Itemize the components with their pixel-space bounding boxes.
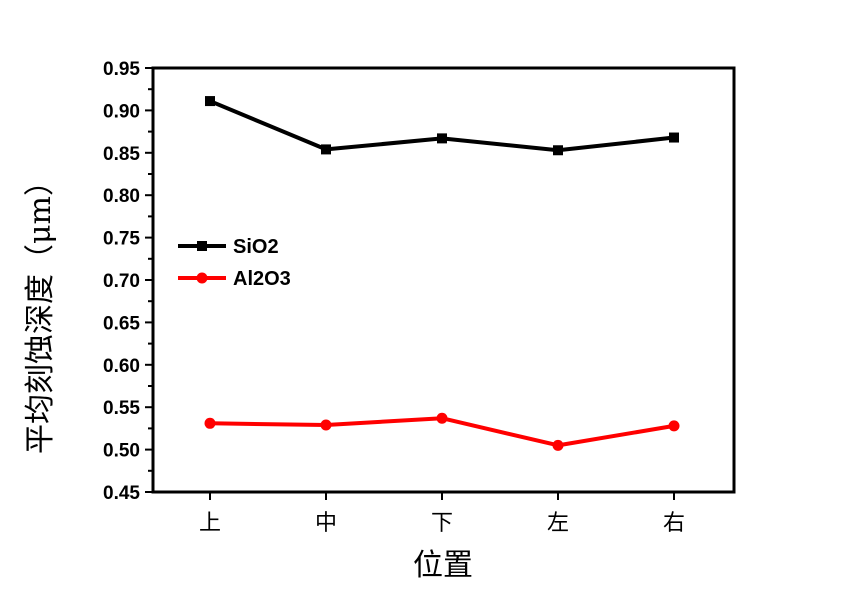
y-tick-label: 0.45 — [103, 483, 140, 504]
y-tick-label: 0.90 — [103, 101, 140, 122]
data-point — [320, 419, 332, 431]
x-axis: 上中下左右 — [199, 492, 685, 536]
legend: SiO2 Al2O3 — [178, 236, 291, 290]
data-point — [668, 420, 680, 432]
legend-marker — [197, 241, 207, 251]
data-point — [552, 439, 564, 451]
y-tick-label: 0.70 — [103, 271, 140, 292]
y-axis: 0.45 0.50 0.55 0.60 0.65 0.70 0.75 0.80 0.85 0.90… — [103, 59, 153, 504]
data-point — [437, 133, 447, 144]
series-layer — [204, 96, 680, 451]
x-tick-label: 下 — [431, 511, 453, 536]
y-tick-label: 0.55 — [103, 398, 140, 419]
y-tick-label: 0.80 — [103, 186, 140, 207]
x-tick-label: 右 — [663, 511, 685, 536]
data-point — [553, 145, 563, 156]
data-point — [204, 417, 216, 429]
x-tick-label: 中 — [315, 511, 337, 536]
y-tick-label: 0.85 — [103, 144, 140, 165]
legend-marker — [196, 272, 208, 284]
y-tick-label: 0.65 — [103, 313, 140, 334]
y-tick-label: 0.60 — [103, 356, 140, 377]
data-point — [205, 96, 215, 107]
y-tick-label: 0.95 — [103, 59, 140, 80]
x-tick-label: 左 — [547, 511, 569, 536]
data-point — [436, 412, 448, 424]
legend-label: Al2O3 — [233, 268, 291, 290]
y-tick-label: 0.50 — [103, 441, 140, 462]
x-axis-label: 位置 — [413, 548, 473, 583]
x-tick-label: 上 — [199, 511, 221, 536]
data-point — [669, 132, 679, 143]
legend-label: SiO2 — [233, 236, 279, 258]
y-tick-label: 0.75 — [103, 229, 140, 250]
y-axis-label: 平均刻蚀深度（μm） — [23, 166, 58, 454]
data-point — [321, 144, 331, 155]
